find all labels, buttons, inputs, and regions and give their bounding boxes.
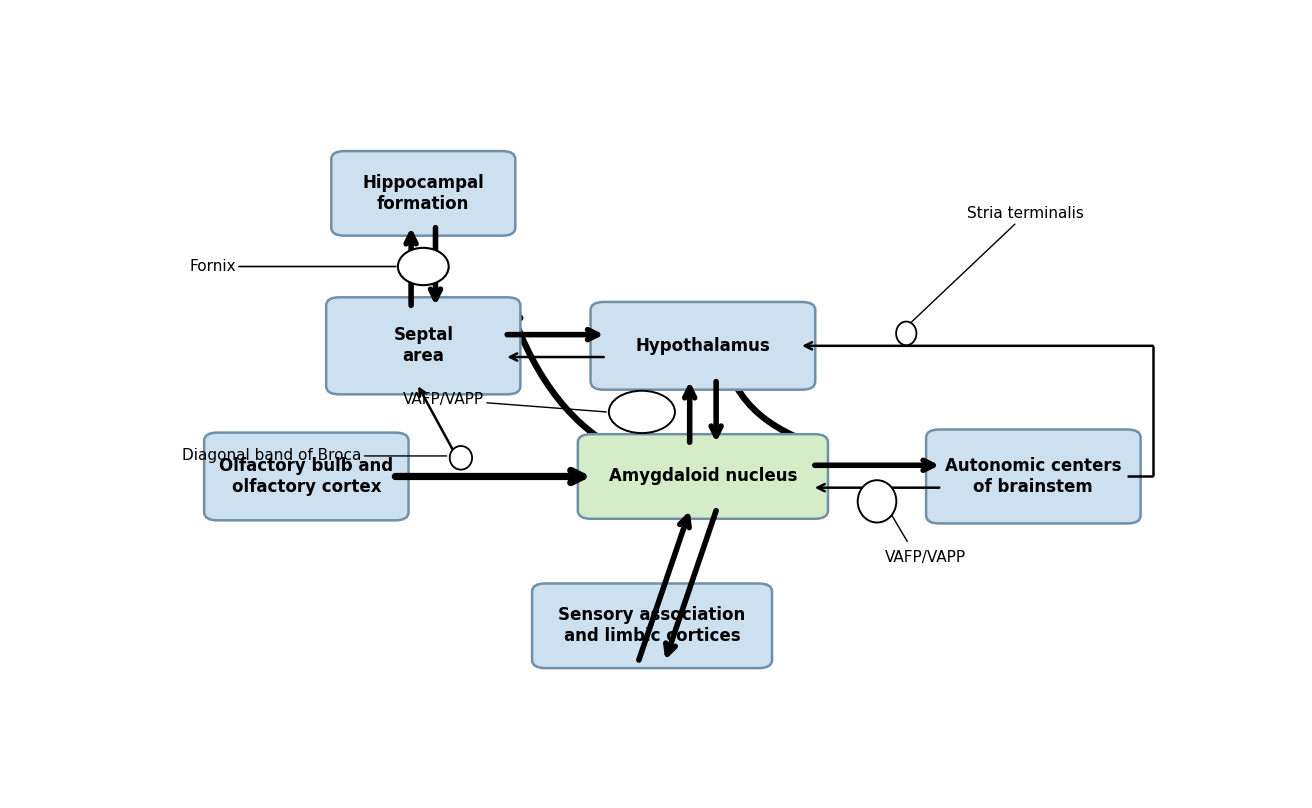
FancyArrowPatch shape — [395, 470, 583, 482]
FancyArrowPatch shape — [509, 309, 812, 469]
Text: VAFP/VAPP: VAFP/VAPP — [403, 392, 606, 412]
FancyArrowPatch shape — [407, 234, 416, 305]
Ellipse shape — [450, 446, 472, 469]
FancyBboxPatch shape — [577, 434, 828, 519]
FancyArrowPatch shape — [711, 381, 722, 436]
Text: Sensory association
and limbic cortices: Sensory association and limbic cortices — [559, 606, 745, 646]
FancyBboxPatch shape — [926, 430, 1140, 524]
Ellipse shape — [609, 391, 674, 433]
Text: Diagonal band of Broca: Diagonal band of Broca — [182, 448, 446, 464]
FancyArrowPatch shape — [639, 516, 689, 660]
FancyBboxPatch shape — [533, 583, 771, 668]
FancyArrowPatch shape — [665, 511, 716, 654]
FancyArrowPatch shape — [420, 389, 459, 461]
FancyArrowPatch shape — [815, 461, 933, 470]
FancyArrowPatch shape — [685, 388, 694, 442]
Text: Autonomic centers
of brainstem: Autonomic centers of brainstem — [945, 457, 1122, 496]
Ellipse shape — [858, 480, 896, 523]
FancyBboxPatch shape — [205, 432, 408, 520]
Text: Olfactory bulb and
olfactory cortex: Olfactory bulb and olfactory cortex — [219, 457, 394, 496]
FancyArrowPatch shape — [510, 353, 604, 360]
FancyArrowPatch shape — [804, 343, 1153, 349]
FancyArrowPatch shape — [716, 320, 807, 441]
Text: Amygdaloid nucleus: Amygdaloid nucleus — [609, 468, 798, 486]
FancyBboxPatch shape — [327, 297, 521, 394]
Ellipse shape — [896, 322, 916, 345]
FancyBboxPatch shape — [590, 302, 815, 389]
Text: Hypothalamus: Hypothalamus — [635, 337, 770, 355]
FancyArrowPatch shape — [817, 484, 939, 491]
Text: Septal
area: Septal area — [394, 326, 453, 365]
FancyArrowPatch shape — [508, 330, 597, 339]
Text: VAFP/VAPP: VAFP/VAPP — [886, 550, 967, 565]
FancyArrowPatch shape — [430, 228, 441, 299]
Text: Hippocampal
formation: Hippocampal formation — [362, 174, 484, 213]
Text: Fornix: Fornix — [189, 259, 396, 274]
FancyBboxPatch shape — [331, 151, 516, 236]
Text: Stria terminalis: Stria terminalis — [912, 206, 1084, 322]
Ellipse shape — [398, 248, 449, 285]
